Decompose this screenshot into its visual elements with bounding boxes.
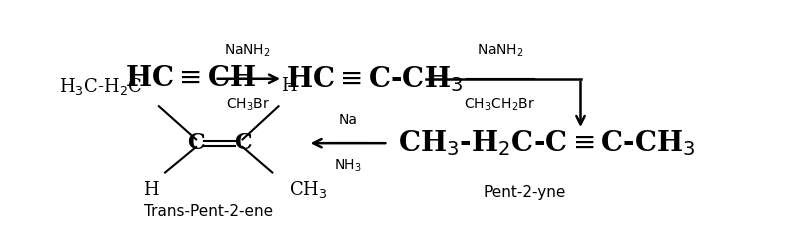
Text: NH$_3$: NH$_3$	[334, 158, 362, 174]
Text: CH$_3$: CH$_3$	[289, 179, 328, 200]
Text: CH$_3$-H$_2$C-C$\equiv$C-CH$_3$: CH$_3$-H$_2$C-C$\equiv$C-CH$_3$	[398, 128, 695, 158]
Text: HC$\equiv$CH: HC$\equiv$CH	[125, 65, 256, 92]
Text: NaNH$_2$: NaNH$_2$	[477, 42, 523, 59]
Text: CH$_3$Br: CH$_3$Br	[226, 97, 270, 113]
Text: Trans-Pent-2-ene: Trans-Pent-2-ene	[144, 204, 273, 219]
Text: C: C	[234, 132, 251, 154]
Text: Pent-2-yne: Pent-2-yne	[483, 185, 566, 200]
Text: HC$\equiv$C-CH$_3$: HC$\equiv$C-CH$_3$	[286, 64, 463, 94]
Text: CH$_3$CH$_2$Br: CH$_3$CH$_2$Br	[465, 97, 535, 113]
Text: Na: Na	[338, 113, 358, 127]
Text: H: H	[143, 181, 158, 199]
Text: NaNH$_2$: NaNH$_2$	[224, 42, 271, 59]
Text: C: C	[187, 132, 205, 154]
Text: H$_3$C-H$_2$C: H$_3$C-H$_2$C	[59, 76, 142, 97]
Text: H: H	[282, 77, 297, 95]
